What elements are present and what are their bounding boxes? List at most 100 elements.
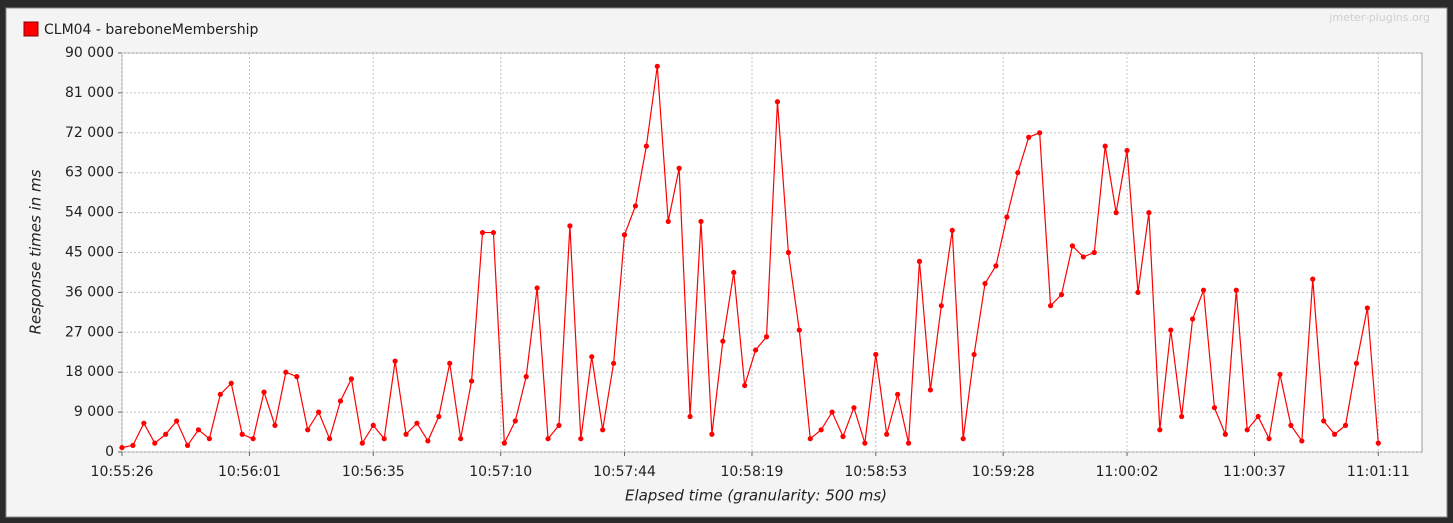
y-tick-label: 63 000 xyxy=(65,165,114,181)
point xyxy=(359,440,365,446)
point xyxy=(971,351,977,358)
point xyxy=(447,360,453,366)
point xyxy=(1179,413,1185,420)
point xyxy=(545,436,551,442)
point xyxy=(938,303,944,309)
point xyxy=(370,422,376,428)
point xyxy=(785,249,791,256)
point xyxy=(1091,249,1097,256)
point xyxy=(643,143,649,149)
legend-swatch xyxy=(23,21,39,37)
point xyxy=(1266,436,1272,442)
point xyxy=(414,420,420,426)
point xyxy=(895,391,901,397)
point xyxy=(949,227,955,233)
point xyxy=(567,223,573,229)
point xyxy=(348,376,355,382)
point xyxy=(687,413,693,420)
x-tick-label: 10:56:01 xyxy=(218,464,281,480)
point xyxy=(1375,440,1381,446)
point xyxy=(501,440,507,446)
point xyxy=(720,338,726,344)
y-tick-label: 0 xyxy=(105,444,114,460)
point xyxy=(905,440,912,446)
y-tick-label: 9 000 xyxy=(74,404,114,420)
point xyxy=(1244,427,1250,433)
point xyxy=(195,427,202,433)
point xyxy=(763,334,770,340)
x-tick-label: 10:55:26 xyxy=(91,464,154,480)
point xyxy=(1015,170,1021,176)
point xyxy=(436,413,442,420)
point xyxy=(1157,427,1163,433)
point xyxy=(665,218,671,225)
point xyxy=(261,389,267,395)
point xyxy=(305,427,311,433)
point xyxy=(206,436,212,442)
point xyxy=(1222,431,1228,437)
point xyxy=(239,431,245,437)
x-tick-label: 10:58:53 xyxy=(844,464,907,480)
point xyxy=(392,358,398,364)
y-tick-label: 36 000 xyxy=(65,284,114,300)
point xyxy=(927,387,934,393)
point xyxy=(1321,418,1327,424)
point xyxy=(589,354,595,360)
point xyxy=(1353,360,1360,366)
point xyxy=(1058,292,1065,298)
point xyxy=(228,380,234,386)
legend-label: CLM04 - bareboneMembership xyxy=(44,22,259,38)
x-axis-label: Elapsed time (granularity: 500 ms) xyxy=(625,487,887,505)
x-tick-label: 10:59:28 xyxy=(972,464,1035,480)
point xyxy=(1124,147,1130,154)
point xyxy=(742,382,748,389)
point xyxy=(119,444,125,451)
point xyxy=(851,405,857,411)
point xyxy=(1310,276,1316,282)
x-tick-label: 10:57:44 xyxy=(593,464,656,480)
point xyxy=(916,258,923,264)
point xyxy=(490,229,497,236)
point xyxy=(818,427,824,433)
point xyxy=(654,63,660,69)
y-axis-label: Response times in ms xyxy=(27,169,45,334)
point xyxy=(130,442,136,448)
x-tick-label: 10:56:35 xyxy=(342,464,405,480)
point xyxy=(1102,143,1108,149)
x-tick-label: 11:01:11 xyxy=(1347,464,1410,480)
y-tick-label: 72 000 xyxy=(65,125,114,141)
point xyxy=(862,440,868,446)
point xyxy=(578,436,584,442)
point xyxy=(512,418,518,424)
point xyxy=(829,409,835,415)
y-tick-label: 27 000 xyxy=(65,324,114,340)
point xyxy=(774,99,781,105)
point xyxy=(1080,254,1086,260)
point xyxy=(316,409,322,415)
point xyxy=(1026,134,1032,140)
point xyxy=(381,436,387,442)
point xyxy=(272,422,278,428)
point xyxy=(698,218,704,225)
point xyxy=(326,436,333,442)
y-tick-label: 18 000 xyxy=(65,364,114,380)
point xyxy=(1113,210,1119,216)
point xyxy=(632,203,639,209)
point xyxy=(1364,305,1370,311)
point xyxy=(425,438,431,444)
point xyxy=(534,285,540,291)
x-tick-label: 11:00:37 xyxy=(1223,464,1286,480)
series-line xyxy=(121,66,1379,449)
point xyxy=(807,436,813,442)
x-tick-label: 11:00:02 xyxy=(1096,464,1159,480)
point xyxy=(600,427,606,433)
y-tick-label: 90 000 xyxy=(65,45,114,61)
point xyxy=(621,232,628,238)
point xyxy=(184,442,191,448)
point xyxy=(1211,405,1218,411)
point xyxy=(163,431,169,437)
point xyxy=(1189,316,1196,322)
point xyxy=(250,436,256,442)
point xyxy=(458,436,464,442)
